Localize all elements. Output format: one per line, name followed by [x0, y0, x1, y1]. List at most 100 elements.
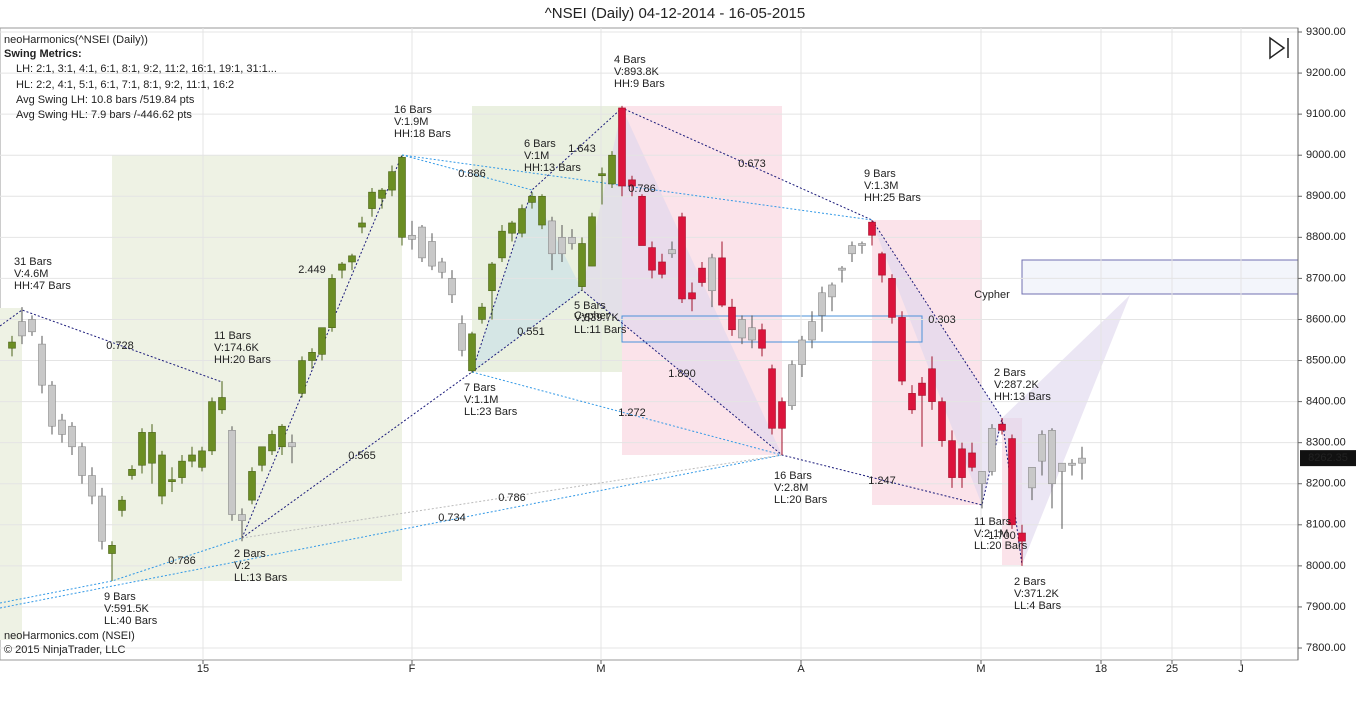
y-tick-label: 8300.00 — [1306, 437, 1346, 449]
swing-label: 9 Bars — [864, 168, 896, 180]
swing-label: V:1.9M — [394, 116, 428, 128]
candle-body — [499, 231, 506, 258]
ratio-label: 0.565 — [348, 450, 376, 462]
candle-body — [889, 278, 896, 317]
ratio-label: 2.449 — [298, 264, 326, 276]
candle-body — [349, 256, 356, 262]
candle-body — [639, 196, 646, 245]
swing-label: LL:4 Bars — [1014, 600, 1062, 612]
metrics-title: Swing Metrics: — [4, 48, 82, 60]
swing-label: HH:47 Bars — [14, 280, 71, 292]
swing-label: HH:13 Bars — [994, 391, 1051, 403]
y-tick-label: 8700.00 — [1306, 272, 1346, 284]
candle-body — [119, 500, 126, 510]
candle-body — [189, 455, 196, 461]
ratio-label: 0.551 — [517, 326, 545, 338]
candle-body — [359, 223, 366, 227]
candle-body — [1069, 463, 1076, 465]
candle-body — [99, 496, 106, 541]
y-tick-label: 7800.00 — [1306, 642, 1346, 654]
y-tick-label: 9300.00 — [1306, 26, 1346, 38]
candle-body — [979, 471, 986, 483]
candle-body — [39, 344, 46, 385]
candle-body — [789, 365, 796, 406]
candle-body — [779, 402, 786, 429]
candle-body — [709, 258, 716, 291]
ratio-label: 1.700 — [988, 530, 1016, 542]
candle-body — [59, 420, 66, 434]
candle-body — [429, 241, 436, 266]
ratio-label: 0.728 — [106, 340, 134, 352]
swing-label: LL:11 Bars — [574, 324, 627, 336]
swing-label: 7 Bars — [464, 382, 496, 394]
candle-body — [419, 227, 426, 258]
candle-body — [389, 172, 396, 190]
candle-body — [939, 402, 946, 441]
candle-body — [619, 108, 626, 186]
candle-body — [299, 361, 306, 394]
candle-body — [539, 196, 546, 225]
metric: HL: 2:2, 4:1, 5:1, 6:1, 7:1, 8:1, 9:2, 1… — [16, 79, 234, 91]
candle-body — [339, 264, 346, 270]
candle-body — [849, 246, 856, 254]
footer: neoHarmonics.com (NSEI) — [4, 630, 135, 642]
metric: Avg Swing HL: 7.9 bars /-446.62 pts — [16, 109, 192, 121]
candle-body — [289, 443, 296, 447]
swing-label: 2 Bars — [234, 548, 266, 560]
candle-body — [969, 453, 976, 467]
swing-label: 4 Bars — [614, 54, 646, 66]
metric: LH: 2:1, 3:1, 4:1, 6:1, 8:1, 9:2, 11:2, … — [16, 63, 277, 75]
x-tick-label: M — [596, 663, 605, 675]
candle-body — [519, 209, 526, 234]
y-tick-label: 8800.00 — [1306, 231, 1346, 243]
candle-body — [489, 264, 496, 291]
candle-body — [729, 307, 736, 330]
swing-label: HH:9 Bars — [614, 78, 665, 90]
y-tick-label: 8600.00 — [1306, 313, 1346, 325]
ratio-label: 0.786 — [498, 492, 526, 504]
candle-body — [279, 426, 286, 447]
candle-body — [699, 268, 706, 282]
candle-body — [599, 174, 606, 176]
candle-body — [759, 330, 766, 348]
candle-body — [319, 328, 326, 355]
ratio-label: 0.303 — [928, 314, 956, 326]
x-tick-label: 15 — [197, 663, 209, 675]
swing-label: V:893.8K — [614, 66, 660, 78]
candle-body — [439, 262, 446, 272]
swing-label: HH:18 Bars — [394, 128, 451, 140]
candle-body — [669, 250, 676, 254]
candle-body — [259, 447, 266, 465]
candle-body — [1079, 458, 1086, 463]
ratio-label: 0.673 — [738, 158, 766, 170]
candle-body — [949, 441, 956, 478]
candle-body — [799, 340, 806, 365]
candle-body — [459, 324, 466, 351]
swing-label: V:591.5K — [104, 603, 150, 615]
candle-body — [29, 319, 36, 331]
candle-body — [179, 461, 186, 477]
candle-body — [679, 217, 686, 299]
candle-body — [239, 515, 246, 521]
metric: Avg Swing LH: 10.8 bars /519.84 pts — [16, 94, 195, 106]
swing-label: HH:20 Bars — [214, 354, 271, 366]
last-price-label: 8262.35 — [1308, 452, 1348, 464]
candle-body — [1039, 434, 1046, 461]
candle-body — [749, 328, 756, 340]
candle-body — [809, 322, 816, 340]
candle-body — [659, 262, 666, 274]
candle-body — [79, 447, 86, 476]
candle-body — [69, 426, 76, 447]
swing-label: LL:13 Bars — [234, 572, 288, 584]
swing-label: LL:40 Bars — [104, 615, 158, 627]
swing-label: 11 Bars — [214, 330, 252, 342]
candle-body — [649, 248, 656, 271]
candle-body — [449, 278, 456, 294]
swing-label: 6 Bars — [524, 138, 556, 150]
candle-body — [579, 243, 586, 286]
y-tick-label: 8000.00 — [1306, 560, 1346, 572]
x-tick-label: F — [409, 663, 416, 675]
candle-body — [409, 235, 416, 239]
chart-title: ^NSEI (Daily) 04-12-2014 - 16-05-2015 — [545, 5, 806, 22]
